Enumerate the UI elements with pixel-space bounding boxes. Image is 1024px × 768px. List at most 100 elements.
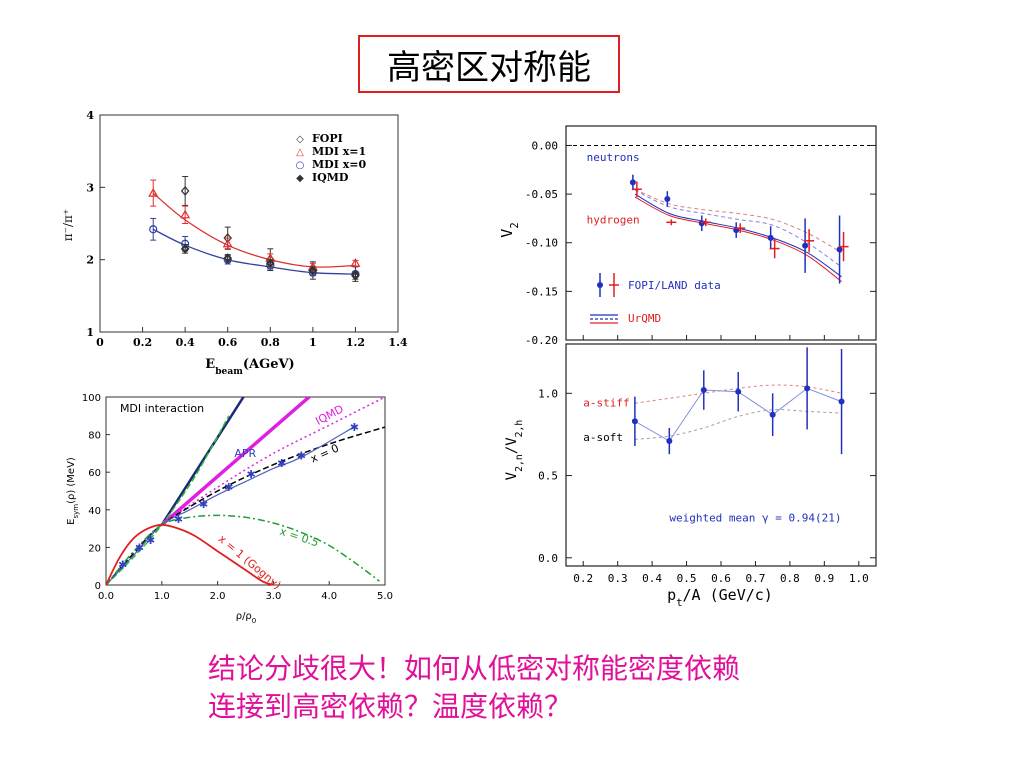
x-tick-label: 0.4 bbox=[642, 572, 662, 585]
data-point bbox=[735, 388, 742, 395]
model-curve bbox=[634, 188, 842, 253]
x-axis-label: pt/A (GeV/c) bbox=[667, 586, 773, 609]
x-tick-label: 0.9 bbox=[814, 572, 834, 585]
curve-apr bbox=[106, 424, 358, 585]
apr-marker: ✱ bbox=[174, 513, 183, 526]
annotation: a-stiff bbox=[583, 396, 629, 409]
label-part: 0 bbox=[252, 617, 256, 625]
label-part: sym bbox=[72, 504, 80, 519]
legend-dot bbox=[597, 282, 603, 288]
label-part: 2,h bbox=[514, 420, 525, 438]
y-tick-label: -0.15 bbox=[525, 285, 558, 298]
y-tick-label: 40 bbox=[88, 506, 101, 517]
y-tick-label: 0.5 bbox=[538, 470, 558, 483]
annotation: weighted mean γ = 0.94(21) bbox=[669, 512, 841, 525]
data-point bbox=[222, 238, 233, 248]
legend-label: UrQMD bbox=[628, 312, 661, 325]
apr-marker: ✱ bbox=[118, 558, 127, 571]
x-tick-label: 0.6 bbox=[218, 336, 237, 349]
plot-frame bbox=[99, 114, 399, 333]
data-point bbox=[802, 242, 809, 249]
apr-marker: ✱ bbox=[224, 481, 233, 494]
annotation: MDI interaction bbox=[120, 402, 204, 415]
label-part: (AGeV) bbox=[243, 357, 295, 372]
x-tick-label: 0.3 bbox=[608, 572, 628, 585]
data-point bbox=[351, 270, 360, 281]
annotation: hydrogen bbox=[587, 213, 640, 226]
y-tick-label: 3 bbox=[86, 181, 94, 194]
y-tick-label: -0.10 bbox=[525, 237, 558, 250]
x-tick-label: 0.5 bbox=[677, 572, 697, 585]
data-point bbox=[308, 265, 318, 276]
data-point bbox=[804, 385, 811, 392]
x-tick-label: 0.4 bbox=[176, 336, 195, 349]
caption-line-1: 结论分歧很大！如何从低密对称能密度依赖 bbox=[208, 652, 741, 685]
legend-label: MDI x=1 bbox=[312, 145, 366, 158]
x-tick-label: 0.7 bbox=[746, 572, 766, 585]
x-tick-label: 0.8 bbox=[261, 336, 280, 349]
plot-frame bbox=[105, 396, 386, 586]
x-tick-label: 1 bbox=[309, 336, 317, 349]
plot-frame bbox=[565, 343, 877, 567]
label-part: V bbox=[504, 471, 520, 480]
y-tick-label: 80 bbox=[88, 431, 101, 442]
data-point bbox=[180, 243, 190, 254]
legend-label: MDI x=0 bbox=[312, 158, 366, 171]
annotation: x = 0.5 bbox=[278, 525, 320, 550]
data-point bbox=[767, 234, 774, 241]
x-tick-label: 2.0 bbox=[210, 591, 226, 602]
annotation: a-soft bbox=[583, 431, 623, 444]
v2-ratio-chart: 0.0 0.5 1.0 0.2 0.3 0.4 0.5 0.6 0.7 0.8 0.9 1.0 pt/A… bbox=[504, 343, 877, 609]
x-tick-label: 1.2 bbox=[346, 336, 365, 349]
model-curve bbox=[634, 409, 842, 440]
v2-chart: 0.00 -0.05 -0.10 -0.15 -0.20 V2 neutrons hydrog… bbox=[498, 125, 877, 347]
legend-label: IQMD bbox=[312, 171, 349, 184]
x-tick-label: 5.0 bbox=[377, 591, 393, 602]
data-point bbox=[700, 387, 707, 394]
data-point bbox=[223, 253, 233, 264]
label-part: /V bbox=[504, 437, 520, 454]
esym-chart: 0.0 1.0 2.0 3.0 4.0 5.0020406080100ρ/ρ0Esym(ρ… bbox=[66, 393, 393, 625]
data-point bbox=[350, 258, 361, 267]
label-part: V bbox=[498, 229, 516, 238]
label-part: p bbox=[667, 586, 676, 604]
label-part: beam bbox=[215, 366, 243, 377]
annotation: neutrons bbox=[587, 151, 640, 164]
data-point bbox=[180, 209, 191, 219]
apr-marker: ✱ bbox=[146, 534, 155, 547]
data-point bbox=[666, 438, 673, 445]
data-point bbox=[698, 220, 705, 227]
y-tick-label: -0.05 bbox=[525, 188, 558, 201]
data-point bbox=[265, 258, 275, 269]
label-part: 2,n bbox=[514, 454, 525, 472]
x-axis-label: Ebeam(AGeV) bbox=[205, 357, 294, 377]
y-tick-label: 2 bbox=[86, 254, 94, 267]
caption-line-2: 连接到高密依赖？温度依赖？ bbox=[208, 690, 573, 723]
y-axis-label: V2,n/V2,h bbox=[504, 420, 525, 481]
x-tick-label: 0.8 bbox=[780, 572, 800, 585]
y-tick-label: 60 bbox=[88, 468, 101, 479]
curves-group bbox=[106, 397, 385, 585]
legend-symbol: ◇ bbox=[296, 134, 304, 145]
y-tick-label: 4 bbox=[86, 109, 94, 122]
curve-navy bbox=[160, 397, 245, 526]
annotation: APR bbox=[234, 447, 256, 460]
apr-marker: ✱ bbox=[297, 449, 306, 462]
annotation: IQMD bbox=[313, 402, 345, 428]
apr-marker: ✱ bbox=[277, 457, 286, 470]
x-tick-label: 3.0 bbox=[265, 591, 281, 602]
y-axis-label: V2 bbox=[498, 222, 521, 237]
y-tick-label: 1 bbox=[86, 326, 94, 339]
label-part: t bbox=[676, 597, 682, 609]
data-point bbox=[664, 195, 671, 202]
y-tick-label: 0 bbox=[95, 581, 101, 592]
y-tick-label: 0.00 bbox=[532, 139, 559, 152]
pion-ratio-chart: 0 0.2 0.4 0.6 0.8 1 1.2 1.4 1 2 3 4 Ebeam(AGeV) π⁻/π⁺… bbox=[61, 109, 408, 377]
apr-marker: ✱ bbox=[246, 468, 255, 481]
data-point bbox=[180, 186, 190, 196]
model-curve bbox=[634, 193, 842, 278]
y-tick-label: 100 bbox=[82, 393, 101, 404]
data-point bbox=[836, 246, 843, 253]
x-tick-label: 0.2 bbox=[133, 336, 152, 349]
label-part: (ρ) (MeV) bbox=[66, 457, 77, 504]
